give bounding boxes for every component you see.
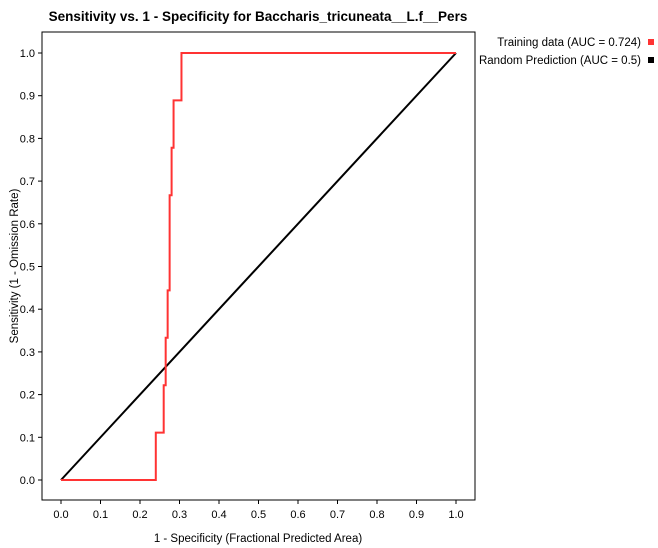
- y-tick-label-2: 0.2: [20, 390, 35, 402]
- x-tick-label-6: 0.6: [290, 509, 305, 521]
- x-tick-label-9: 0.9: [409, 509, 424, 521]
- x-tick-label-2: 0.2: [132, 509, 147, 521]
- x-tick-label-5: 0.5: [251, 509, 266, 521]
- x-tick-label-7: 0.7: [330, 509, 345, 521]
- legend-label-0: Training data (AUC = 0.724): [497, 37, 641, 49]
- x-tick-label-4: 0.4: [211, 509, 226, 521]
- y-tick-label-10: 1.0: [20, 48, 35, 60]
- x-tick-label-8: 0.8: [369, 509, 384, 521]
- y-tick-label-1: 0.1: [20, 432, 35, 444]
- x-axis-ticks: 0.0 0.1 0.2 0.3 0.4 0.5 0.6 0.7 0.8 0.9 1.0: [53, 500, 464, 521]
- series-line-1: [60, 52, 457, 481]
- y-tick-label-5: 0.5: [20, 262, 35, 274]
- y-tick-label-6: 0.6: [20, 219, 35, 231]
- x-tick-label-0: 0.0: [53, 509, 68, 521]
- x-axis-label: 1 - Specificity (Fractional Predicted Ar…: [154, 533, 363, 545]
- y-tick-label-9: 0.9: [20, 91, 35, 103]
- legend-swatch-0: [648, 39, 654, 45]
- y-axis-label: Sensitivity (1 - Omission Rate): [9, 189, 21, 344]
- series-line-0: [61, 52, 456, 481]
- x-tick-label-10: 1.0: [448, 509, 463, 521]
- y-tick-label-3: 0.3: [20, 347, 35, 359]
- legend: Training data (AUC = 0.724) Random Predic…: [479, 37, 654, 67]
- x-tick-label-1: 0.1: [93, 509, 108, 521]
- y-tick-label-7: 0.7: [20, 176, 35, 188]
- y-axis-ticks: 0.0 0.1 0.2 0.3 0.4 0.5 0.6 0.7 0.8 0.9 1.0: [20, 48, 42, 487]
- y-tick-label-0: 0.0: [20, 475, 35, 487]
- legend-label-1: Random Prediction (AUC = 0.5): [479, 55, 641, 67]
- chart-title: Sensitivity vs. 1 - Specificity for Bacc…: [49, 9, 468, 24]
- x-tick-label-3: 0.3: [172, 509, 187, 521]
- y-tick-label-4: 0.4: [20, 304, 35, 316]
- legend-swatch-1: [648, 57, 654, 63]
- y-tick-label-8: 0.8: [20, 133, 35, 145]
- series-layer: [60, 52, 457, 481]
